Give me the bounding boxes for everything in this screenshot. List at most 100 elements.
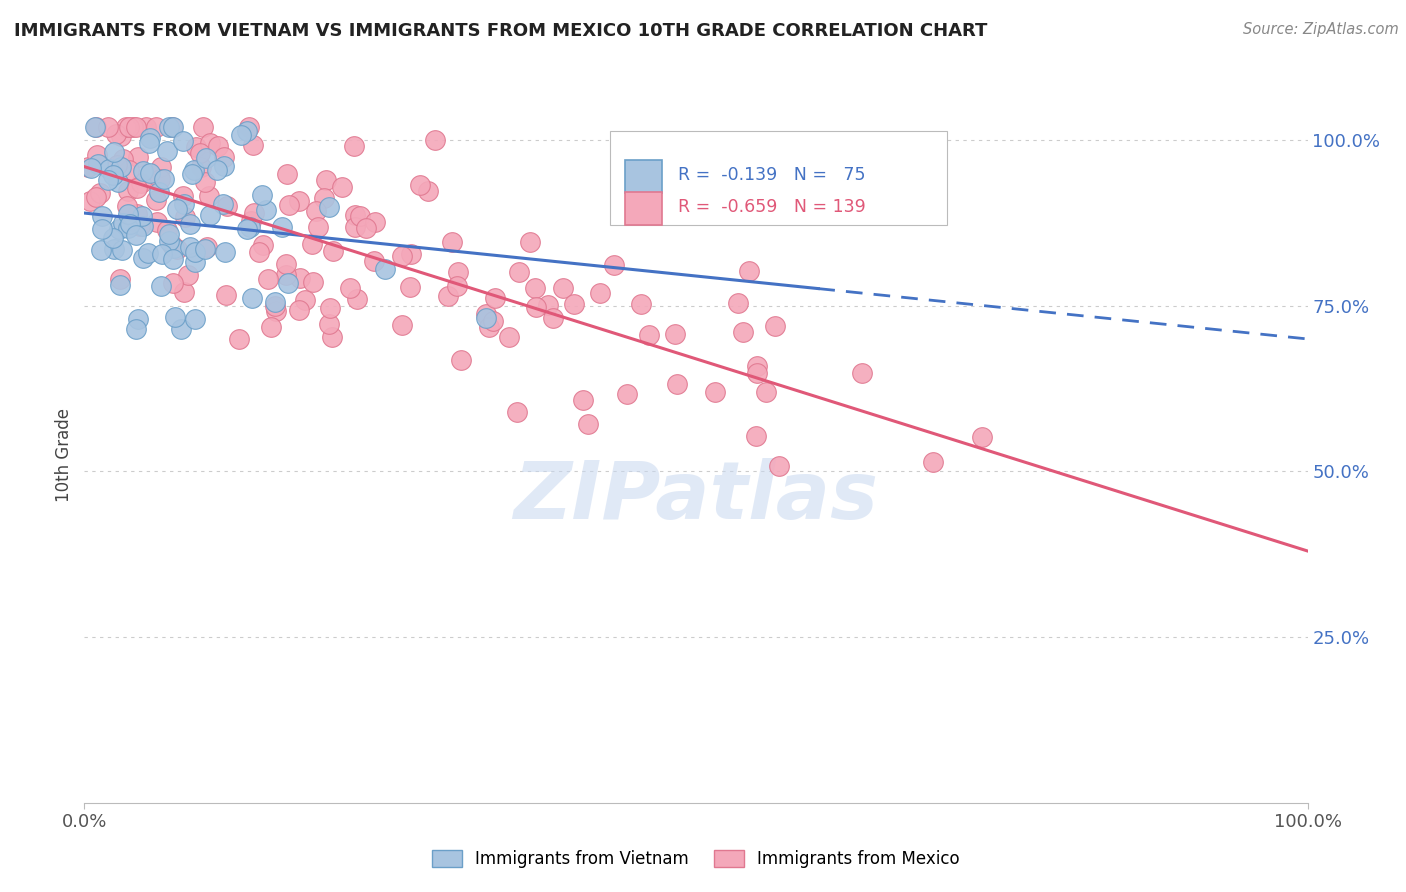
Y-axis label: 10th Grade: 10th Grade: [55, 408, 73, 502]
Point: [236, 222, 259, 236]
Point: [183, 162, 205, 177]
Point: [162, 276, 184, 290]
Point: [125, 120, 148, 134]
Point: [572, 392, 595, 407]
Point: [129, 219, 152, 234]
Point: [110, 278, 132, 293]
Point: [131, 251, 153, 265]
Point: [103, 242, 125, 256]
Point: [475, 310, 498, 325]
Point: [132, 164, 155, 178]
Point: [145, 120, 167, 134]
Point: [349, 210, 371, 224]
Point: [198, 136, 221, 151]
Point: [120, 217, 142, 231]
Point: [131, 209, 153, 223]
Point: [110, 161, 132, 175]
Text: IMMIGRANTS FROM VIETNAM VS IMMIGRANTS FROM MEXICO 10TH GRADE CORRELATION CHART: IMMIGRANTS FROM VIETNAM VS IMMIGRANTS FR…: [14, 22, 987, 40]
Point: [105, 158, 128, 172]
Point: [437, 289, 460, 303]
Point: [163, 241, 186, 255]
Point: [482, 314, 505, 328]
Point: [136, 245, 159, 260]
Point: [166, 242, 188, 256]
Point: [302, 275, 325, 289]
Point: [576, 417, 599, 431]
Point: [278, 198, 301, 212]
Point: [195, 240, 218, 254]
Point: [498, 329, 520, 343]
Point: [288, 303, 311, 318]
Point: [84, 120, 107, 134]
Point: [264, 303, 287, 318]
Point: [190, 160, 212, 174]
Point: [318, 317, 340, 331]
Point: [321, 330, 343, 344]
Point: [508, 265, 530, 279]
Point: [755, 384, 778, 399]
Point: [257, 272, 280, 286]
Point: [180, 167, 202, 181]
Point: [105, 128, 128, 142]
Point: [287, 194, 309, 208]
Point: [90, 209, 112, 223]
Point: [474, 307, 496, 321]
Point: [150, 278, 173, 293]
Point: [173, 285, 195, 299]
Point: [215, 288, 238, 302]
Point: [84, 190, 107, 204]
Point: [247, 245, 270, 260]
Point: [738, 264, 761, 278]
Point: [450, 352, 472, 367]
Point: [129, 176, 152, 190]
Point: [172, 189, 194, 203]
Point: [184, 245, 207, 260]
Point: [103, 168, 125, 182]
Point: [664, 326, 686, 341]
Point: [276, 167, 298, 181]
Point: [165, 310, 187, 325]
Point: [307, 219, 329, 234]
Point: [125, 180, 148, 194]
Point: [214, 245, 236, 260]
Point: [665, 377, 688, 392]
Point: [87, 157, 110, 171]
Text: Source: ZipAtlas.com: Source: ZipAtlas.com: [1243, 22, 1399, 37]
Point: [162, 252, 184, 267]
Point: [543, 311, 565, 326]
Point: [252, 237, 274, 252]
Point: [322, 244, 344, 258]
Point: [91, 222, 114, 236]
Point: [214, 159, 236, 173]
Point: [170, 322, 193, 336]
Point: [638, 185, 661, 199]
Point: [228, 333, 250, 347]
Point: [112, 153, 135, 167]
Point: [148, 185, 170, 199]
Point: [603, 258, 626, 272]
Point: [150, 246, 173, 260]
Point: [173, 197, 195, 211]
Point: [294, 293, 316, 308]
Point: [107, 222, 129, 236]
Point: [191, 120, 214, 134]
Point: [276, 257, 298, 271]
Point: [747, 359, 769, 373]
Point: [110, 128, 132, 143]
Point: [354, 220, 377, 235]
Point: [242, 137, 264, 152]
Text: ZIPatlas: ZIPatlas: [513, 458, 879, 536]
Point: [551, 280, 574, 294]
Point: [240, 214, 263, 228]
Point: [118, 120, 141, 134]
Point: [423, 133, 446, 147]
Point: [446, 279, 468, 293]
Point: [318, 301, 340, 316]
Point: [564, 297, 586, 311]
Point: [339, 281, 361, 295]
Point: [519, 235, 541, 250]
Point: [80, 161, 103, 176]
Point: [346, 292, 368, 306]
Point: [111, 216, 134, 230]
Point: [851, 366, 873, 380]
